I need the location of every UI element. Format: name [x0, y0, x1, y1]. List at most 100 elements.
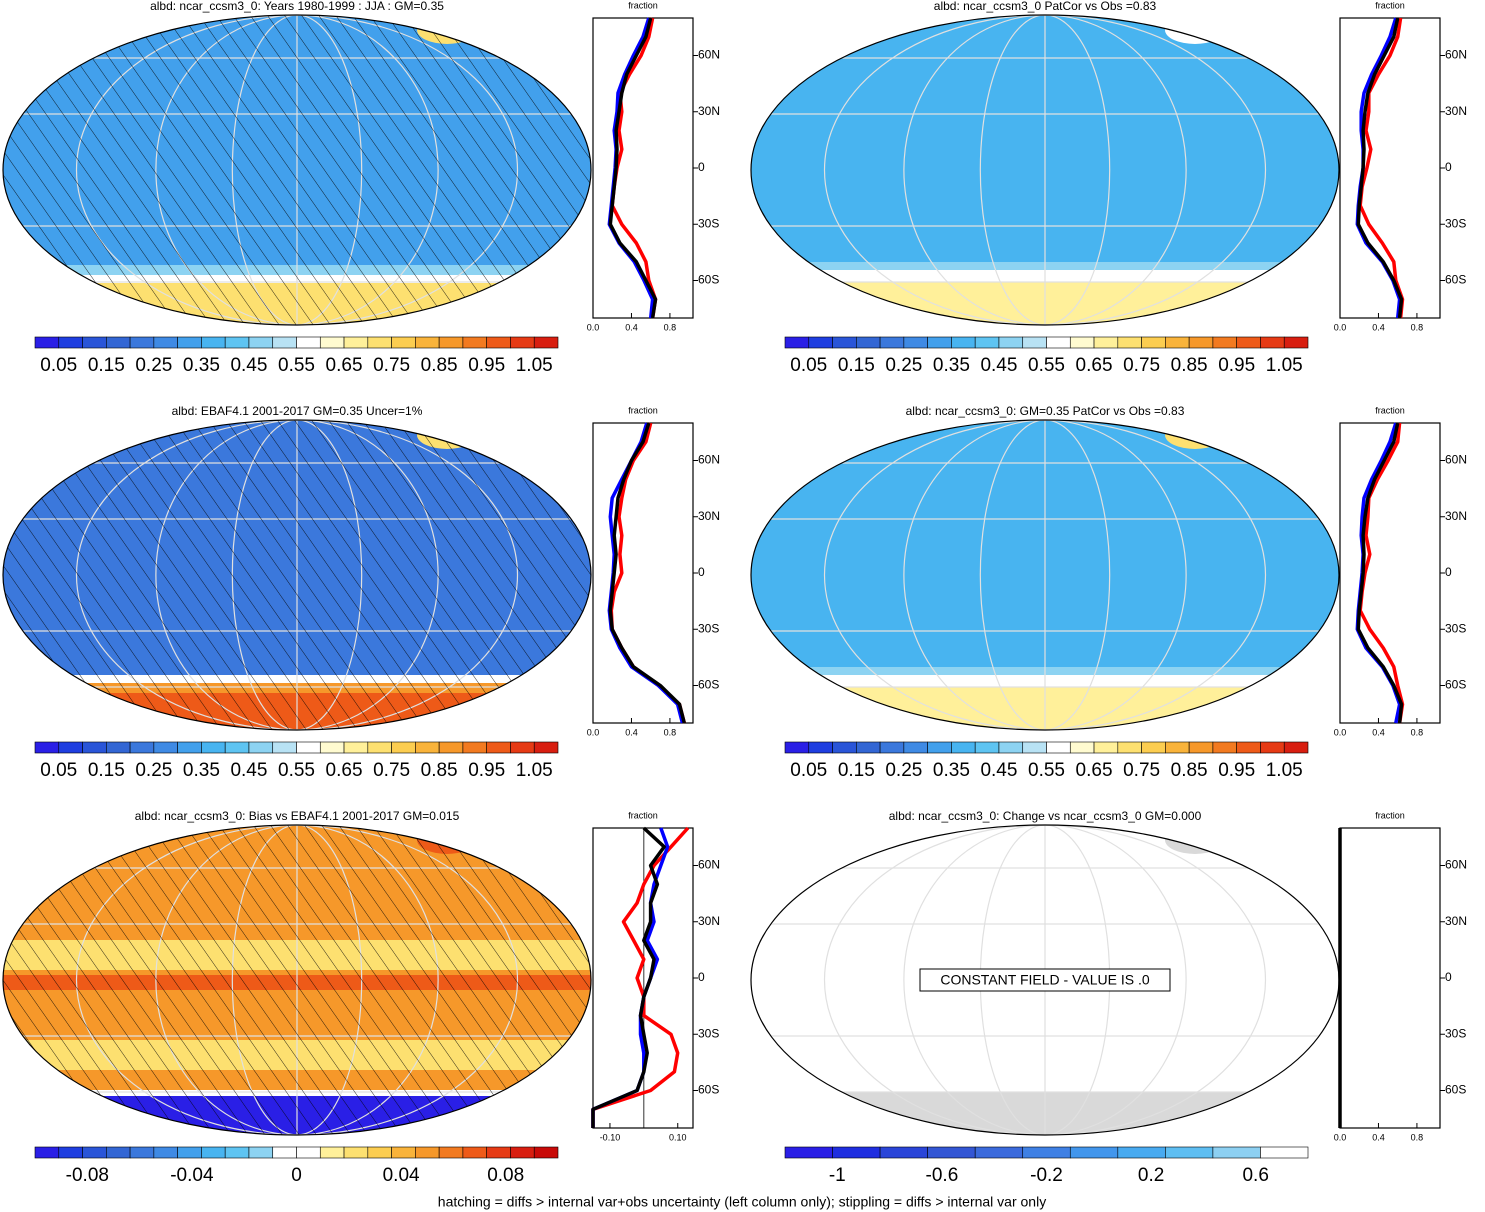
profile-line: [1356, 17, 1404, 319]
colorbar-box: [1236, 741, 1261, 754]
x-tick-label: 0.8: [1411, 322, 1424, 332]
profile-frame: [592, 827, 694, 1129]
map: [3, 15, 591, 325]
colorbar-label: -1: [829, 1165, 846, 1186]
colorbar-box: [201, 336, 226, 349]
colorbar-box: [319, 741, 345, 754]
colorbar-label: -0.2: [1030, 1165, 1063, 1186]
footer-note: hatching = diffs > internal var+obs unce…: [438, 1194, 1046, 1210]
y-tick-label: 30S: [1445, 1026, 1466, 1040]
colorbar-box: [34, 741, 60, 754]
profile-line: [1358, 17, 1405, 319]
colorbar-box: [832, 336, 857, 349]
y-tick-label: 0: [698, 565, 705, 579]
colorbar-box: [1212, 336, 1237, 349]
colorbar-box: [367, 1146, 392, 1159]
colorbar-box: [998, 336, 1024, 349]
colorbar-label: 0.05: [790, 760, 827, 781]
colorbar-box: [510, 336, 535, 349]
colorbar-label: 0.75: [373, 760, 410, 781]
profile-frame: [592, 422, 694, 724]
y-tick-label: 60S: [1445, 1083, 1466, 1097]
y-tick-label: 60S: [1445, 273, 1466, 287]
colorbar-box: [1212, 1146, 1261, 1159]
colorbar-box: [1165, 741, 1190, 754]
y-tick-label: 30N: [1445, 914, 1467, 928]
colorbar-label: 0.75: [373, 355, 410, 376]
colorbar-label: -0.6: [926, 1165, 959, 1186]
colorbar-box: [784, 336, 810, 349]
colorbar-box: [106, 336, 131, 349]
colorbar-box: [1117, 1146, 1166, 1159]
colorbar-box: [856, 336, 881, 349]
annotation: CONSTANT FIELD - VALUE IS .0: [940, 972, 1149, 988]
colorbar-box: [1046, 741, 1071, 754]
y-tick-label: 30S: [1445, 621, 1466, 635]
colorbar-box: [296, 741, 321, 754]
map: [751, 15, 1339, 325]
colorbar-box: [927, 741, 952, 754]
colorbar-box: [1283, 336, 1309, 349]
colorbar-box: [391, 741, 416, 754]
colorbar-label: 0.15: [88, 355, 125, 376]
graticule: [979, 15, 1111, 325]
colorbar-box: [438, 336, 464, 349]
x-tick-label: 0.4: [625, 727, 638, 737]
colorbar-box: [1141, 741, 1166, 754]
hatching: [3, 420, 591, 730]
colorbar-box: [415, 336, 440, 349]
y-tick-label: 30N: [698, 104, 720, 118]
hatching: [3, 15, 591, 325]
colorbar-label: 0.75: [1123, 760, 1160, 781]
colorbar-box: [951, 336, 976, 349]
colorbar-label: 0.95: [468, 355, 505, 376]
colorbar-box: [927, 336, 952, 349]
y-tick-label: 60N: [698, 858, 720, 872]
colorbar-box: [974, 1146, 1024, 1159]
colorbar-label: 1.05: [516, 355, 553, 376]
colorbar-box: [106, 741, 131, 754]
colorbar-box: [224, 1146, 250, 1159]
colorbar-box: [974, 741, 1000, 754]
colorbar-box: [1165, 336, 1190, 349]
colorbar-label: -0.08: [66, 1165, 109, 1186]
profile-line: [591, 827, 670, 1128]
graticule: [903, 825, 1187, 1135]
colorbar-label: 0.2: [1138, 1165, 1164, 1186]
y-tick-label: 30S: [698, 1026, 719, 1040]
colorbar-box: [58, 741, 83, 754]
colorbar-box: [201, 741, 226, 754]
map-region: [1165, 421, 1225, 449]
colorbar-label: 0.55: [1028, 355, 1065, 376]
colorbar-box: [106, 1146, 131, 1159]
map-outline: [2, 419, 592, 731]
colorbar-box: [1283, 741, 1309, 754]
colorbar-label: 0.15: [88, 760, 125, 781]
colorbar-label: 0.05: [790, 355, 827, 376]
colorbar-label: 1.05: [1266, 760, 1303, 781]
graticule: [903, 15, 1187, 325]
map: [3, 420, 591, 730]
colorbar-box: [415, 741, 440, 754]
y-tick-label: 60S: [1445, 678, 1466, 692]
colorbar-label: 0.85: [421, 355, 458, 376]
x-tick-label: 0.0: [587, 322, 600, 332]
colorbar-label: 0.65: [326, 760, 363, 781]
colorbar-label: 0.25: [885, 355, 922, 376]
profile-line: [1356, 422, 1404, 724]
colorbar-box: [58, 1146, 83, 1159]
profile-line: [591, 826, 690, 1128]
y-tick-label: 30N: [698, 914, 720, 928]
hatching: [3, 825, 591, 1135]
colorbar-label: 0.85: [421, 760, 458, 781]
colorbar-box: [319, 1146, 345, 1159]
colorbar-label: 0.65: [1076, 355, 1113, 376]
map-title: albd: ncar_ccsm3_0: Bias vs EBAF4.1 2001…: [135, 809, 460, 823]
x-tick-label: 0.8: [664, 727, 677, 737]
colorbar-label: 0.45: [980, 355, 1017, 376]
map-region: [1165, 16, 1225, 44]
colorbar-box: [58, 336, 83, 349]
colorbar-box: [832, 741, 857, 754]
y-tick-label: 60S: [698, 1083, 719, 1097]
y-tick-label: 30S: [1445, 216, 1466, 230]
